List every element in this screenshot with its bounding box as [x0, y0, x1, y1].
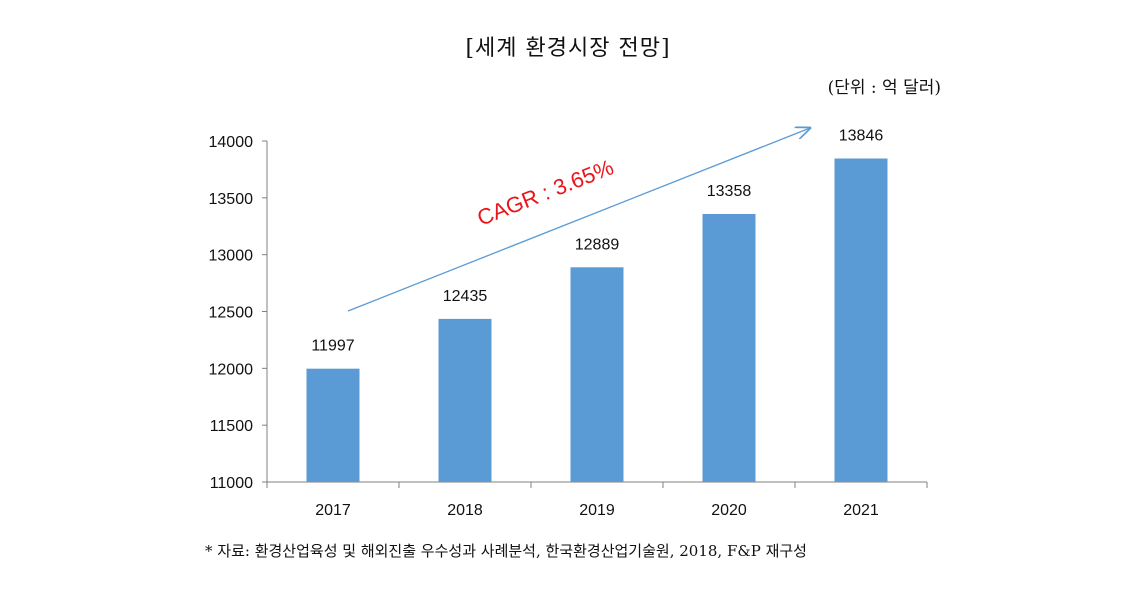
data-label-2021: 13846 — [839, 128, 884, 145]
data-label-2017: 11997 — [311, 338, 354, 355]
chart-bars — [306, 158, 888, 482]
trend-arrow — [347, 128, 810, 312]
bar-2021 — [834, 158, 888, 482]
x-tick-label-2018: 2018 — [447, 502, 483, 519]
y-tick-label: 11500 — [210, 418, 253, 435]
y-tick-label: 14000 — [209, 134, 254, 151]
chart-labels: 11997 2017 12435 2018 12889 2019 13358 2020 1384… — [311, 128, 883, 519]
x-tick-label-2019: 2019 — [579, 502, 615, 519]
y-tick-label: 13000 — [209, 248, 254, 265]
unit-note: (단위 : 억 달러) — [827, 78, 941, 98]
chart-title: [세계 환경시장 전망] — [465, 36, 671, 61]
data-label-2020: 13358 — [707, 183, 752, 200]
y-tick-label: 12500 — [209, 305, 254, 322]
source-footnote: * 자료: 환경산업육성 및 해외진출 우수성과 사례분석, 한국환경산업기술원… — [205, 542, 807, 560]
y-tick-label: 11000 — [210, 475, 253, 492]
chart-axes: 11000 11500 12000 12500 13000 13500 14000 — [209, 134, 928, 492]
data-label-2019: 12889 — [575, 236, 620, 253]
bar-2019 — [570, 267, 624, 482]
y-tick-label: 13500 — [209, 191, 254, 208]
x-tick-label-2020: 2020 — [711, 502, 747, 519]
x-tick-label-2017: 2017 — [315, 502, 351, 519]
cagr-annotation: CAGR : 3.65% — [474, 154, 617, 230]
bar-2017 — [306, 368, 360, 482]
data-label-2018: 12435 — [443, 288, 488, 305]
bar-2018 — [438, 318, 492, 482]
bar-2020 — [702, 213, 756, 482]
x-tick-label-2021: 2021 — [843, 502, 879, 519]
y-tick-label: 12000 — [209, 361, 254, 378]
